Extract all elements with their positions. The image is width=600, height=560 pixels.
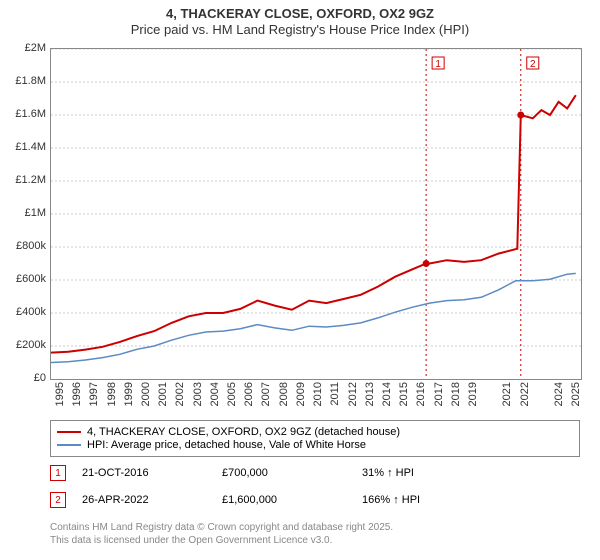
y-tick-label: £600k — [6, 273, 46, 285]
x-tick-label: 2024 — [553, 382, 565, 406]
x-tick-label: 2007 — [260, 382, 272, 406]
x-tick-label: 1999 — [123, 382, 135, 406]
x-tick-label: 1998 — [106, 382, 118, 406]
y-tick-label: £1.8M — [6, 75, 46, 87]
x-tick-label: 2018 — [450, 382, 462, 406]
x-tick-label: 2002 — [174, 382, 186, 406]
title-line2: Price paid vs. HM Land Registry's House … — [0, 22, 600, 37]
x-tick-label: 2011 — [329, 382, 341, 406]
sale-marker-2: 2 — [50, 492, 66, 508]
legend: 4, THACKERAY CLOSE, OXFORD, OX2 9GZ (det… — [50, 420, 580, 457]
sale-row-2: 2 26-APR-2022 £1,600,000 166% ↑ HPI — [50, 492, 580, 508]
x-tick-label: 2025 — [570, 382, 582, 406]
svg-text:1: 1 — [435, 59, 441, 70]
y-tick-label: £2M — [6, 42, 46, 54]
footer-line1: Contains HM Land Registry data © Crown c… — [50, 522, 393, 533]
sale-delta-1: 31% ↑ HPI — [362, 467, 502, 479]
sale-row-1: 1 21-OCT-2016 £700,000 31% ↑ HPI — [50, 465, 580, 481]
y-tick-label: £1M — [6, 207, 46, 219]
x-tick-label: 2009 — [295, 382, 307, 406]
x-tick-label: 2017 — [433, 382, 445, 406]
y-tick-label: £1.6M — [6, 108, 46, 120]
svg-text:2: 2 — [530, 59, 536, 70]
y-tick-label: £800k — [6, 240, 46, 252]
y-tick-label: £1.4M — [6, 141, 46, 153]
x-tick-label: 2005 — [226, 382, 238, 406]
x-tick-label: 2013 — [364, 382, 376, 406]
legend-label: 4, THACKERAY CLOSE, OXFORD, OX2 9GZ (det… — [87, 426, 400, 438]
x-tick-label: 2000 — [140, 382, 152, 406]
x-tick-label: 2016 — [415, 382, 427, 406]
x-tick-label: 2006 — [243, 382, 255, 406]
x-tick-label: 1995 — [54, 382, 66, 406]
x-tick-label: 1996 — [71, 382, 83, 406]
x-tick-label: 2022 — [519, 382, 531, 406]
x-tick-label: 1997 — [88, 382, 100, 406]
x-tick-label: 2008 — [278, 382, 290, 406]
x-tick-label: 2012 — [347, 382, 359, 406]
legend-row: 4, THACKERAY CLOSE, OXFORD, OX2 9GZ (det… — [57, 426, 573, 438]
x-tick-label: 2015 — [398, 382, 410, 406]
sale-delta-2: 166% ↑ HPI — [362, 494, 502, 506]
legend-label: HPI: Average price, detached house, Vale… — [87, 439, 366, 451]
y-tick-label: £200k — [6, 339, 46, 351]
x-tick-label: 2010 — [312, 382, 324, 406]
sale-marker-1: 1 — [50, 465, 66, 481]
title-line1: 4, THACKERAY CLOSE, OXFORD, OX2 9GZ — [0, 6, 600, 21]
y-tick-label: £400k — [6, 306, 46, 318]
x-tick-label: 2021 — [501, 382, 513, 406]
legend-row: HPI: Average price, detached house, Vale… — [57, 439, 573, 451]
legend-swatch — [57, 431, 81, 433]
x-tick-label: 2019 — [467, 382, 479, 406]
legend-swatch — [57, 444, 81, 446]
footer-line2: This data is licensed under the Open Gov… — [50, 535, 332, 546]
y-tick-label: £0 — [6, 372, 46, 384]
x-tick-label: 2003 — [192, 382, 204, 406]
sale-price-2: £1,600,000 — [222, 494, 362, 506]
x-tick-label: 2001 — [157, 382, 169, 406]
chart-title: 4, THACKERAY CLOSE, OXFORD, OX2 9GZ Pric… — [0, 0, 600, 37]
sale-date-2: 26-APR-2022 — [82, 494, 222, 506]
chart-plot-area: 12 — [50, 48, 582, 380]
x-tick-label: 2004 — [209, 382, 221, 406]
sale-price-1: £700,000 — [222, 467, 362, 479]
sale-date-1: 21-OCT-2016 — [82, 467, 222, 479]
x-tick-label: 2014 — [381, 382, 393, 406]
y-tick-label: £1.2M — [6, 174, 46, 186]
chart-svg: 12 — [51, 49, 581, 379]
